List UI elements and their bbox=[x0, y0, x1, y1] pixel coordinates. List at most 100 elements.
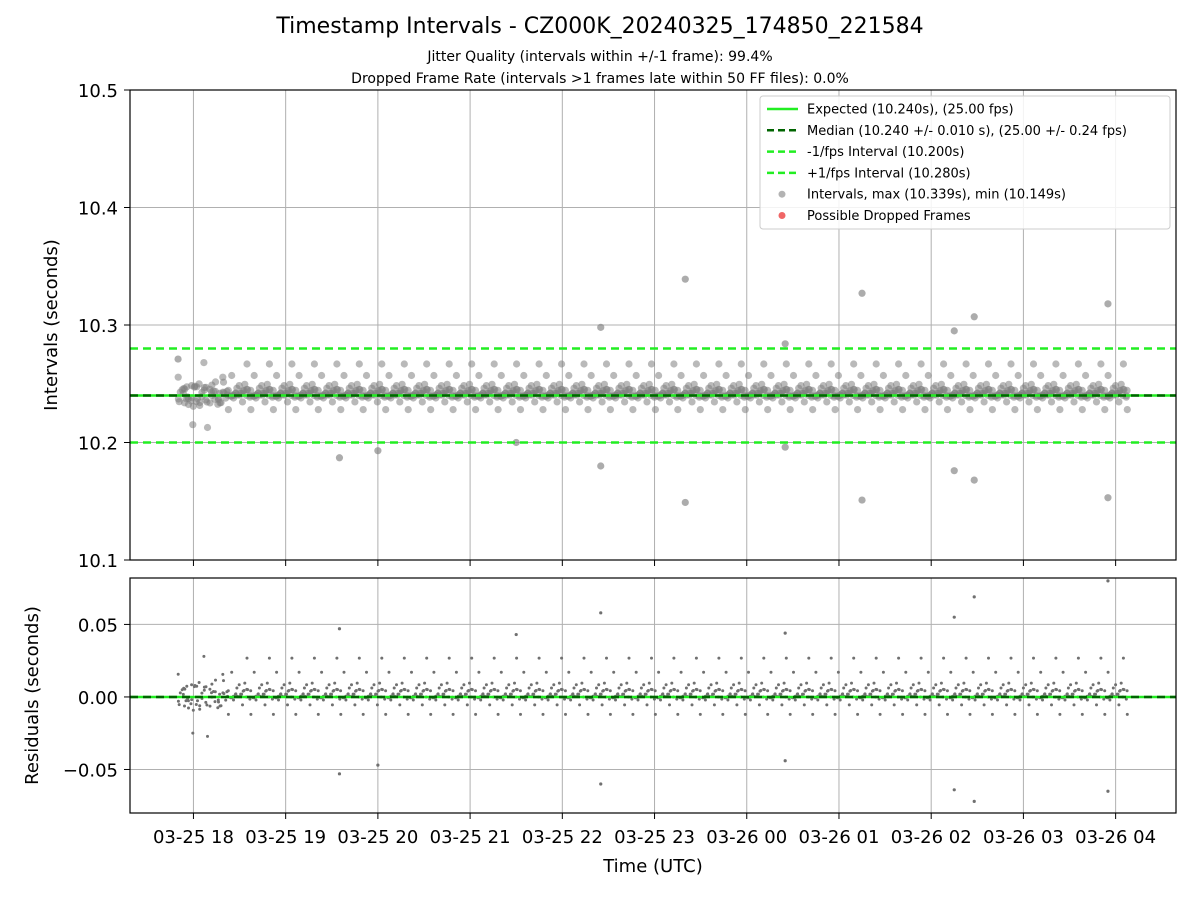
residual-point bbox=[915, 703, 919, 707]
interval-point bbox=[189, 421, 197, 429]
legend-intervals-label: Intervals, max (10.339s), min (10.149s) bbox=[807, 188, 1066, 203]
interval-outlier-9 bbox=[781, 443, 789, 451]
residual-point bbox=[442, 692, 446, 696]
residual-point bbox=[460, 686, 464, 690]
interval-point bbox=[273, 371, 281, 380]
residual-point bbox=[204, 700, 208, 704]
residual-point bbox=[762, 688, 766, 692]
residual-point bbox=[262, 692, 266, 696]
interval-point bbox=[261, 398, 269, 406]
interval-outlier-8 bbox=[781, 340, 789, 348]
residual-point bbox=[374, 692, 378, 696]
interval-point bbox=[217, 399, 225, 407]
residual-point bbox=[451, 689, 455, 693]
interval-point bbox=[203, 423, 212, 432]
residual-point bbox=[586, 712, 590, 716]
residual-point bbox=[844, 683, 848, 687]
residual-point bbox=[436, 692, 440, 696]
residual-point bbox=[920, 688, 924, 692]
interval-point bbox=[542, 371, 550, 380]
residual-point bbox=[818, 692, 822, 696]
residual-point bbox=[999, 686, 1003, 690]
interval-point bbox=[497, 371, 505, 380]
interval-point bbox=[550, 382, 558, 390]
residual-point bbox=[234, 692, 237, 696]
interval-outlier-5 bbox=[597, 462, 605, 470]
interval-point bbox=[238, 398, 247, 406]
interval-point bbox=[805, 360, 813, 368]
residual-point bbox=[437, 686, 441, 690]
residual-point bbox=[557, 681, 561, 685]
top-reference-lines bbox=[130, 347, 1176, 444]
interval-point bbox=[700, 371, 708, 380]
residual-point bbox=[1010, 688, 1014, 692]
residual-point bbox=[330, 703, 334, 707]
residual-point bbox=[583, 688, 587, 692]
residual-point bbox=[1051, 689, 1055, 692]
residual-point bbox=[664, 683, 668, 687]
x-tick-label-10: 03-26 04 bbox=[1075, 827, 1156, 848]
residual-point bbox=[709, 683, 713, 687]
residual-point bbox=[1061, 670, 1065, 674]
residual-point bbox=[413, 692, 417, 696]
interval-point bbox=[809, 406, 817, 414]
x-tick-label-9: 03-26 03 bbox=[983, 827, 1064, 848]
residual-point bbox=[246, 688, 250, 692]
residual-point bbox=[954, 686, 958, 690]
interval-point bbox=[303, 382, 311, 390]
x-tick-label-7: 03-26 01 bbox=[799, 827, 880, 848]
residual-point bbox=[202, 688, 206, 692]
residual-point bbox=[750, 692, 754, 696]
residual-point bbox=[392, 686, 396, 690]
interval-point bbox=[625, 360, 633, 368]
interval-point bbox=[418, 398, 426, 406]
interval-point bbox=[1033, 386, 1041, 394]
residual-point bbox=[325, 686, 329, 690]
residual-point bbox=[527, 686, 531, 690]
interval-point bbox=[224, 406, 232, 414]
interval-point bbox=[211, 378, 220, 386]
residual-point bbox=[897, 656, 901, 660]
residual-point bbox=[830, 688, 834, 692]
residual-point bbox=[524, 698, 528, 702]
interval-point bbox=[853, 386, 862, 394]
residual-point bbox=[249, 689, 253, 693]
residual-point bbox=[537, 656, 541, 660]
residual-point bbox=[496, 689, 500, 693]
interval-point bbox=[831, 406, 839, 414]
residual-point bbox=[984, 689, 987, 692]
residual-point bbox=[825, 703, 829, 707]
residual-point bbox=[294, 712, 298, 716]
residual-point bbox=[286, 703, 289, 707]
interval-outlier-16 bbox=[1104, 300, 1112, 308]
residual-point bbox=[327, 683, 331, 687]
top-y-tick-label-4: 10.5 bbox=[78, 81, 118, 102]
residual-point bbox=[653, 712, 657, 716]
interval-point bbox=[943, 406, 952, 414]
residual-point bbox=[555, 703, 559, 707]
residual-point bbox=[406, 712, 410, 716]
residual-point bbox=[752, 686, 756, 690]
legend-dropped-frames-label: Possible Dropped Frames bbox=[807, 209, 971, 224]
residual-point bbox=[357, 656, 361, 660]
residual-point bbox=[375, 703, 379, 707]
residual-point bbox=[249, 712, 253, 716]
interval-point bbox=[850, 360, 858, 368]
interval-point bbox=[685, 382, 693, 390]
interval-point bbox=[1011, 406, 1019, 414]
residual-point bbox=[901, 712, 905, 716]
interval-point bbox=[602, 360, 611, 368]
residual-point bbox=[923, 712, 927, 716]
bottom-y-tick-label-2: 0.05 bbox=[78, 615, 118, 636]
residual-point bbox=[968, 712, 972, 716]
residual-point bbox=[213, 690, 217, 694]
interval-point bbox=[958, 398, 966, 406]
interval-point bbox=[404, 406, 412, 414]
residual-point bbox=[1084, 670, 1088, 674]
interval-point bbox=[651, 406, 660, 414]
residual-point bbox=[464, 692, 468, 696]
residual-point bbox=[595, 686, 598, 690]
residual-point bbox=[754, 683, 758, 687]
interval-point bbox=[823, 398, 831, 406]
residual-point bbox=[757, 703, 761, 707]
